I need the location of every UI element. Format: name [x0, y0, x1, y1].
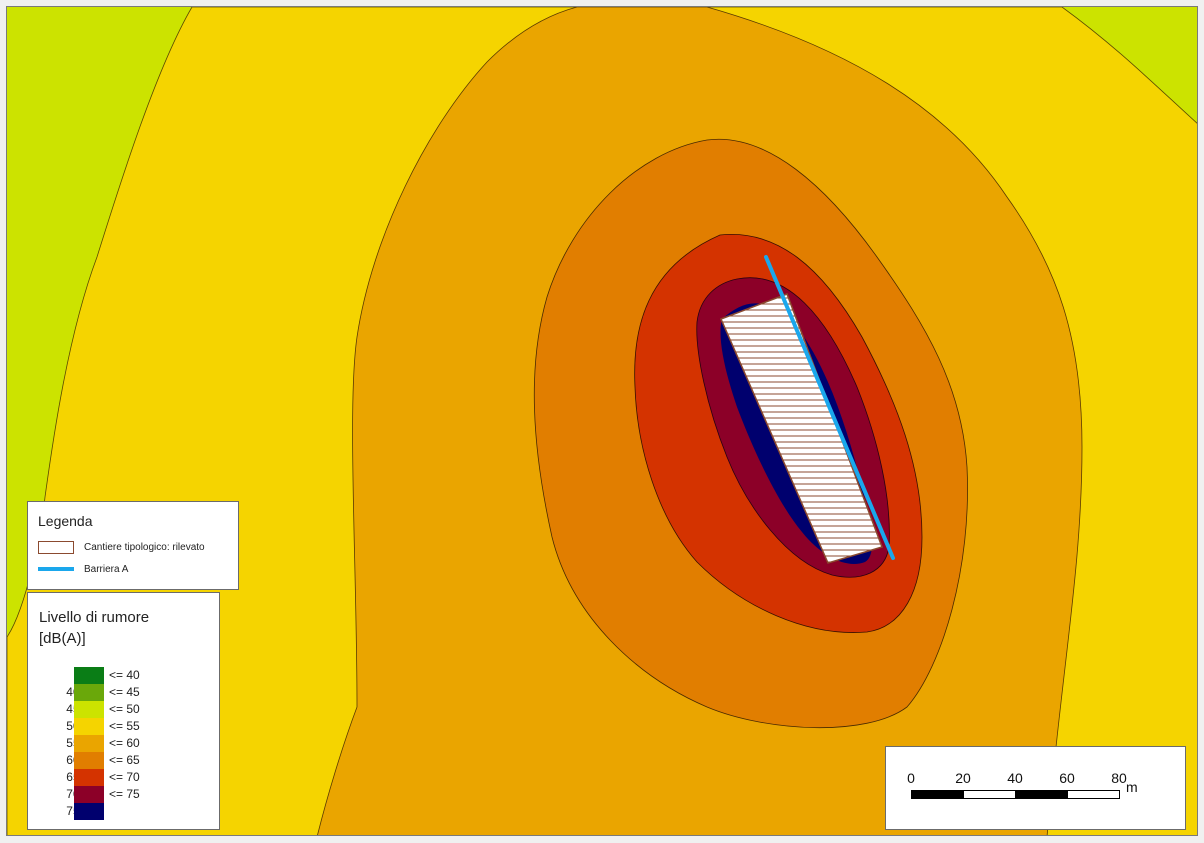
legend-item-construction-site: Cantiere tipologico: rilevato — [38, 539, 205, 555]
legend-panel: Legenda Cantiere tipologico: rilevato Ba… — [27, 501, 239, 590]
noise-class-swatch — [74, 769, 104, 786]
noise-class-row: 45 <<= 50 — [28, 701, 218, 718]
scale-bar-segment — [911, 790, 964, 799]
noise-class-row: 75 < — [28, 803, 218, 820]
noise-class-row: 55 <<= 60 — [28, 735, 218, 752]
noise-class-upper-bound: <= 65 — [109, 753, 140, 767]
scale-bar-tick-label: 40 — [1007, 770, 1023, 786]
scale-bar-tick-label: 20 — [955, 770, 971, 786]
scale-bar-segment — [1015, 790, 1068, 799]
scale-bar-tick-label: 0 — [907, 770, 915, 786]
legend-item-label: Barriera A — [84, 563, 129, 575]
noise-class-swatch — [74, 667, 104, 684]
noise-class-upper-bound: <= 75 — [109, 787, 140, 801]
noise-class-swatch — [74, 786, 104, 803]
noise-class-swatch — [74, 803, 104, 820]
legend-title: Legenda — [38, 513, 93, 529]
noise-legend-title-line2: [dB(A)] — [39, 630, 86, 647]
noise-class-row: <= 40 — [28, 667, 218, 684]
noise-class-upper-bound: <= 50 — [109, 702, 140, 716]
line-icon — [38, 567, 74, 571]
noise-class-upper-bound: <= 40 — [109, 668, 140, 682]
construction-site-polygon[interactable] — [719, 293, 883, 564]
barrier-a-line[interactable] — [764, 255, 895, 560]
noise-class-row: 50 <<= 55 — [28, 718, 218, 735]
legend-item-barrier: Barriera A — [38, 561, 128, 577]
noise-class-swatch — [74, 684, 104, 701]
noise-class-swatch — [74, 701, 104, 718]
noise-class-swatch — [74, 735, 104, 752]
noise-class-swatch — [74, 752, 104, 769]
noise-class-row: 60 <<= 65 — [28, 752, 218, 769]
noise-class-upper-bound: <= 45 — [109, 685, 140, 699]
scale-bar-unit: m — [1126, 779, 1138, 795]
scale-bar-panel: 0 20 40 60 80 m — [885, 746, 1186, 830]
noise-class-row: 70 <<= 75 — [28, 786, 218, 803]
legend-item-label: Cantiere tipologico: rilevato — [84, 541, 205, 553]
noise-class-swatch — [74, 718, 104, 735]
scale-bar-segment — [1067, 790, 1120, 799]
noise-class-upper-bound: <= 60 — [109, 736, 140, 750]
noise-class-upper-bound: <= 70 — [109, 770, 140, 784]
scale-bar-tick-label: 80 — [1111, 770, 1127, 786]
noise-class-row: 65 <<= 70 — [28, 769, 218, 786]
noise-class-upper-bound: <= 55 — [109, 719, 140, 733]
scale-bar-tick-label: 60 — [1059, 770, 1075, 786]
hatched-polygon-icon — [38, 540, 74, 554]
noise-level-legend: Livello di rumore [dB(A)] <= 40 40 <<= 45… — [27, 592, 220, 830]
noise-legend-title: Livello di rumore [dB(A)] — [39, 607, 149, 649]
noise-class-row: 40 <<= 45 — [28, 684, 218, 701]
noise-legend-title-line1: Livello di rumore — [39, 609, 150, 626]
scale-bar-segment — [963, 790, 1016, 799]
